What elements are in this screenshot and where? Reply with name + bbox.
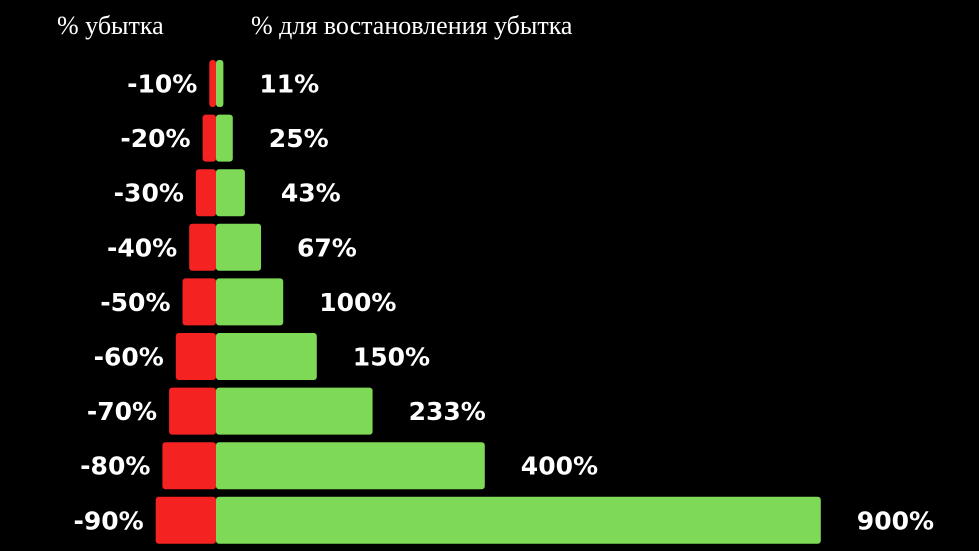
- loss-bar: [202, 114, 216, 162]
- header-loss-percent: % убытка: [57, 11, 164, 40]
- recovery-bar: [216, 387, 373, 435]
- loss-bar: [162, 442, 216, 490]
- loss-bar: [195, 169, 216, 217]
- loss-label: -80%: [80, 452, 150, 481]
- loss-bar: [155, 496, 216, 544]
- loss-label: -10%: [127, 70, 197, 99]
- loss-bar: [189, 223, 216, 271]
- recovery-label: 233%: [409, 397, 486, 426]
- loss-label: -20%: [120, 124, 190, 153]
- recovery-label: 25%: [269, 124, 329, 153]
- recovery-bar: [216, 278, 284, 326]
- recovery-label: 150%: [353, 343, 430, 372]
- recovery-bar: [216, 223, 262, 271]
- recovery-label: 43%: [281, 179, 341, 208]
- recovery-bar: [216, 496, 821, 544]
- recovery-bar: [216, 60, 224, 107]
- recovery-bar: [216, 114, 233, 162]
- loss-label: -90%: [73, 506, 143, 535]
- loss-label: -40%: [107, 233, 177, 262]
- loss-label: -50%: [100, 288, 170, 317]
- recovery-label: 900%: [857, 506, 934, 535]
- loss-label: -60%: [94, 343, 164, 372]
- loss-label: -70%: [87, 397, 157, 426]
- recovery-label: 100%: [319, 288, 396, 317]
- recovery-bar: [216, 442, 485, 490]
- loss-bar: [175, 333, 216, 380]
- loss-bar: [209, 60, 216, 107]
- loss-bar: [169, 387, 216, 435]
- recovery-label: 11%: [259, 70, 319, 99]
- loss-label: -30%: [114, 179, 184, 208]
- recovery-bar: [216, 333, 317, 380]
- recovery-bar: [216, 169, 245, 217]
- recovery-label: 67%: [297, 233, 357, 262]
- header-recovery-percent: % для востановления убытка: [251, 11, 573, 40]
- loss-bar: [182, 278, 216, 326]
- recovery-label: 400%: [521, 452, 598, 481]
